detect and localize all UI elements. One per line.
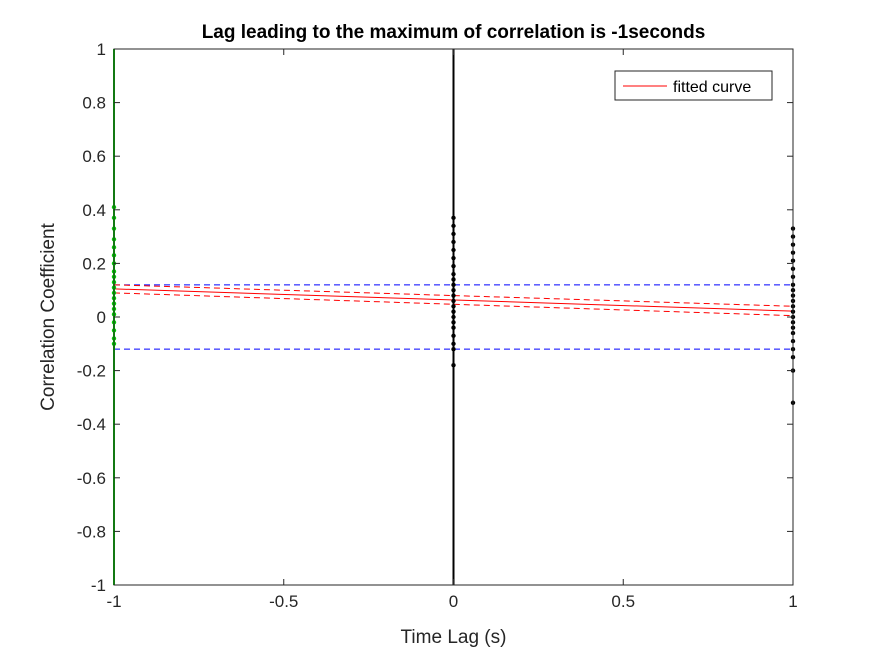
legend-label-fitted-curve: fitted curve bbox=[673, 79, 751, 96]
y-tick-label: 0.4 bbox=[82, 201, 106, 220]
chart-title: Lag leading to the maximum of correlatio… bbox=[202, 22, 706, 43]
y-tick-label: 0.2 bbox=[82, 254, 106, 273]
scatter-point-lag-0 bbox=[451, 304, 456, 309]
scatter-point-lag-0 bbox=[451, 255, 456, 261]
x-tick-label: 1 bbox=[788, 592, 797, 611]
tick-layer: -1 -0.5 0 0.5 1 -1 -0.8 -0.6 -0.4 -0.2 0 0.2 0.4 0.6 0… bbox=[77, 40, 798, 611]
scatter-point-lag-0 bbox=[451, 320, 456, 325]
scatter-point-lag-0 bbox=[451, 215, 456, 221]
scatter-point-lag-0 bbox=[451, 282, 456, 288]
scatter-point-lag-0 bbox=[451, 223, 456, 229]
scatter-point-lag-0 bbox=[451, 341, 456, 346]
scatter-point-lag-0 bbox=[451, 231, 456, 237]
y-tick-label: 0 bbox=[97, 308, 106, 327]
y-tick-label: -0.8 bbox=[77, 522, 106, 541]
y-tick-label: -0.4 bbox=[77, 415, 106, 434]
y-tick-label: 0.6 bbox=[82, 147, 106, 166]
scatter-point-lag-0 bbox=[451, 293, 456, 298]
y-tick-label: 0.8 bbox=[82, 94, 106, 113]
scatter-point-lag-0 bbox=[451, 346, 456, 352]
scatter-point-lag-0 bbox=[451, 263, 456, 269]
scatter-point-lag-0 bbox=[451, 277, 456, 282]
scatter-point-lag-0 bbox=[451, 271, 456, 277]
scatter-point-lag-0 bbox=[451, 333, 456, 338]
scatter-point-lag-0 bbox=[451, 288, 456, 293]
x-tick-label: 0.5 bbox=[611, 592, 635, 611]
confidence-band-lower bbox=[113, 292, 794, 317]
y-tick-label: 1 bbox=[97, 40, 106, 59]
x-tick-label: 0 bbox=[449, 592, 458, 611]
scatter-point-lag-0 bbox=[451, 309, 456, 314]
scatter-point-lag-0 bbox=[451, 363, 456, 368]
y-tick-label: -0.6 bbox=[77, 469, 106, 488]
y-tick-label: -0.2 bbox=[77, 362, 106, 381]
confidence-band-upper bbox=[113, 284, 794, 307]
y-axis-label: Correlation Coefficient bbox=[38, 222, 59, 410]
scatter-point-lag-0 bbox=[451, 298, 456, 304]
x-axis-label: Time Lag (s) bbox=[401, 627, 507, 648]
scatter-point-lag-0 bbox=[451, 314, 456, 320]
scatter-point-lag-0 bbox=[451, 325, 456, 330]
x-tick-label: -1 bbox=[106, 592, 121, 611]
legend: fitted curve bbox=[614, 70, 773, 101]
scatter-point-lag-0 bbox=[451, 247, 456, 253]
x-tick-label: -0.5 bbox=[269, 592, 298, 611]
scatter-point-lag-0 bbox=[451, 239, 456, 245]
y-tick-label: -1 bbox=[91, 576, 106, 595]
